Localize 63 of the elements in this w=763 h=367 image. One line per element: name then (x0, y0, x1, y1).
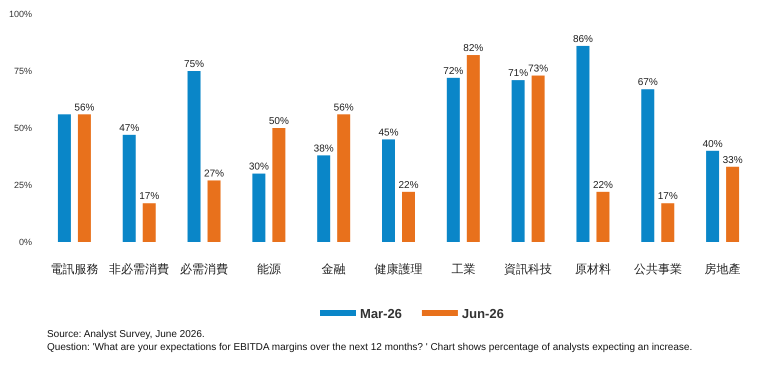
bar (512, 80, 525, 242)
data-label: 22% (592, 180, 614, 191)
data-label: 73% (528, 64, 548, 75)
bar (402, 192, 415, 242)
x-tick-label: 能源 (256, 262, 281, 276)
data-label: 71% (508, 68, 528, 80)
bar (252, 174, 266, 242)
bar (58, 114, 71, 242)
data-label: 38% (314, 143, 334, 154)
x-tick-label: 公共事業 (634, 262, 682, 276)
x-tick-label: 房地產 (704, 262, 741, 276)
bar (532, 76, 545, 242)
source-note: Source: Analyst Survey, June 2026. (47, 329, 205, 340)
x-tick-label: 非必需消費 (109, 262, 170, 276)
data-label: 17% (139, 191, 160, 202)
x-tick-label: 資訊科技 (504, 262, 552, 276)
x-tick-label: 工業 (451, 262, 476, 276)
data-label: 56% (334, 102, 354, 114)
data-label: 17% (658, 191, 678, 202)
bar (122, 134, 136, 242)
data-label: 50% (268, 116, 289, 127)
bar (188, 71, 201, 242)
data-label: 67% (638, 77, 658, 88)
bar (596, 192, 610, 242)
legend-label: Jun-26 (462, 306, 504, 321)
data-label: 40% (702, 138, 723, 150)
y-tick-label: 50% (14, 123, 32, 133)
bar (208, 180, 221, 242)
x-tick-label: 電訊服務 (50, 262, 98, 276)
bar (706, 150, 720, 242)
data-label: 27% (204, 168, 224, 180)
y-tick-label: 0% (18, 237, 32, 247)
data-label: 75% (184, 59, 204, 70)
bar (726, 166, 740, 242)
data-label: 82% (463, 43, 484, 54)
data-label: 47% (119, 122, 140, 134)
data-label: 22% (398, 180, 419, 191)
data-label: 86% (572, 34, 594, 45)
bar (142, 203, 156, 242)
data-label: 33% (722, 154, 743, 166)
bar (466, 55, 480, 242)
x-tick-label: 原材料 (574, 262, 611, 276)
bar (446, 78, 460, 242)
data-label: 56% (74, 102, 95, 114)
bar (576, 46, 590, 242)
x-tick-label: 金融 (322, 262, 346, 276)
bar (272, 128, 286, 242)
x-tick-label: 必需消費 (180, 262, 228, 276)
y-tick-label: 25% (14, 180, 32, 190)
x-tick-label: 健康護理 (374, 262, 422, 276)
bar (382, 139, 395, 242)
text: Question: 'What are your expectations for EBITDA margins over the next 12 months? ' Chart shows percentage of analysts expecting an increase. (47, 342, 692, 353)
bar (337, 114, 350, 242)
y-tick-label: 75% (14, 66, 32, 76)
bar (78, 114, 91, 242)
bar (661, 203, 674, 242)
bar (641, 89, 654, 242)
data-label: 72% (443, 66, 464, 77)
bar (317, 155, 330, 242)
legend-label: Mar-26 (360, 306, 402, 321)
data-label: 30% (248, 162, 269, 173)
data-label: 45% (378, 127, 399, 138)
y-tick-label: 100% (8, 9, 32, 19)
